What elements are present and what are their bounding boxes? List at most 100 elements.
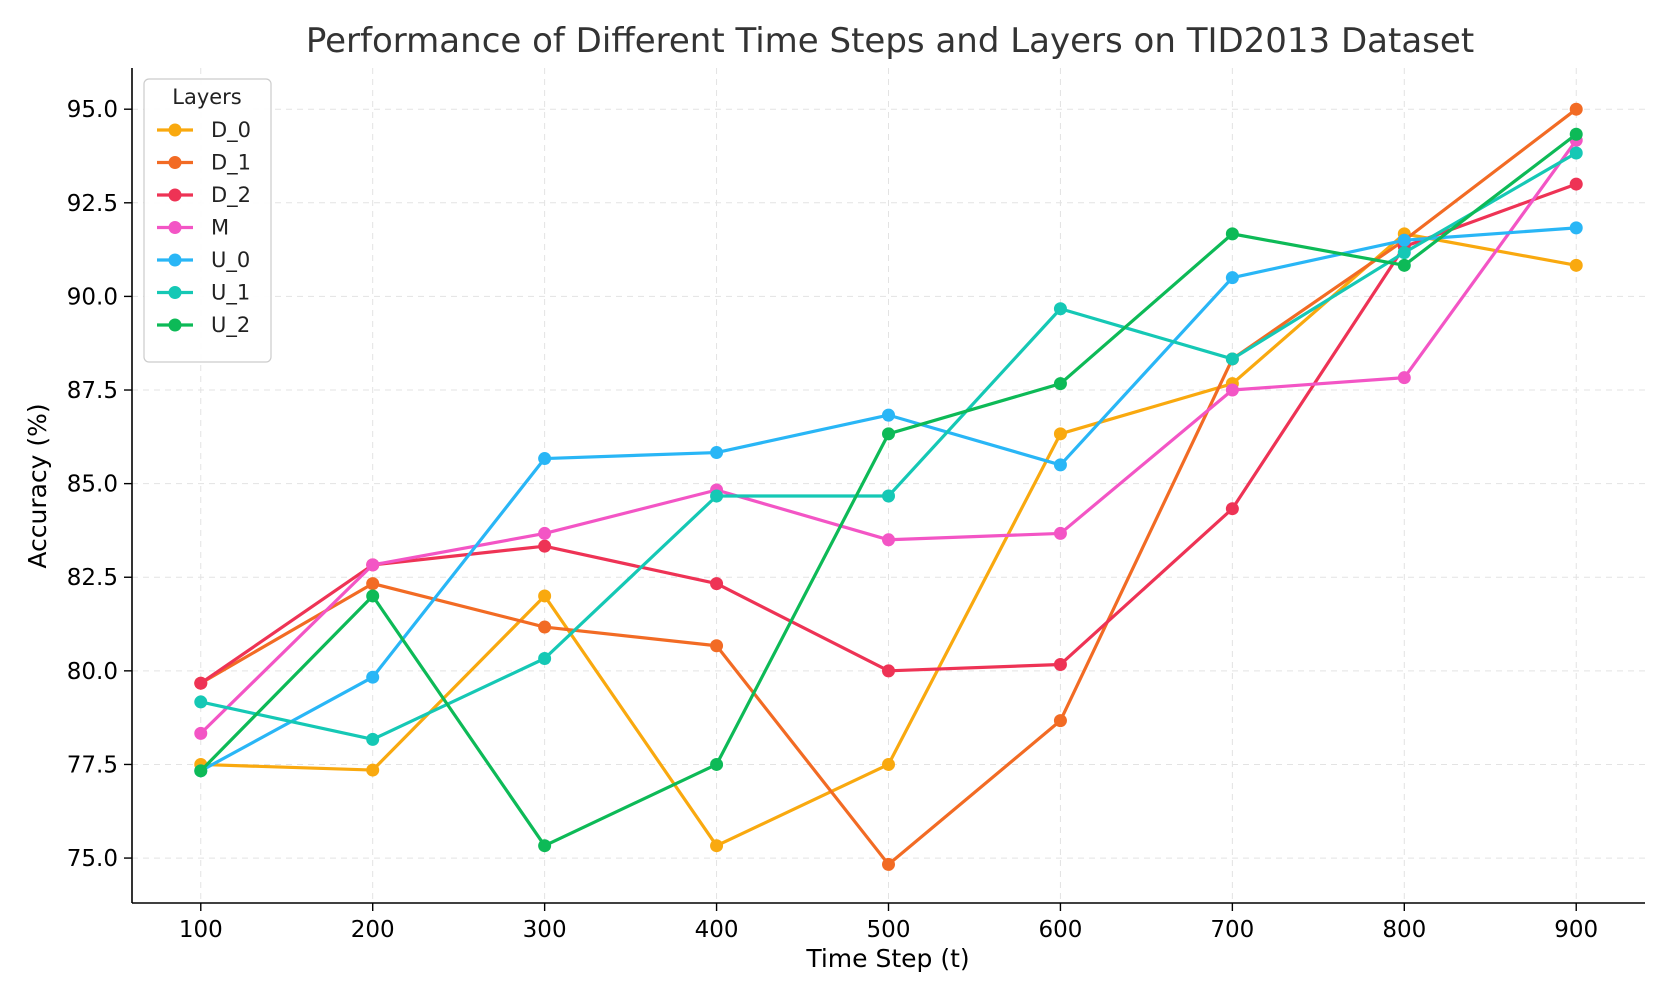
data-point-u_1-100 [194,695,208,709]
data-point-u_0-400 [710,446,724,460]
y-tick-label: 75.0 [67,846,118,872]
chart-title: Performance of Different Time Steps and … [306,21,1474,61]
data-point-m-200 [366,558,380,572]
data-point-d_1-900 [1569,102,1583,116]
y-tick-label: 92.5 [67,191,118,217]
legend-label: U_0 [211,248,250,273]
legend-swatch-marker [168,318,182,332]
data-point-m-700 [1225,383,1239,397]
y-axis-label: Accuracy (%) [23,403,52,568]
y-tick-label: 95.0 [67,97,118,123]
data-point-d_0-500 [882,757,895,771]
data-point-m-600 [1053,526,1067,540]
data-point-u_0-300 [538,452,552,466]
legend-swatch-marker [168,286,182,299]
data-point-d_2-400 [710,577,724,591]
legend-title: Layers [172,85,242,109]
x-tick-label: 900 [1554,917,1598,943]
data-point-m-800 [1397,371,1411,385]
x-tick-label: 100 [179,917,223,943]
x-axis-ticks: 100 200 300 400 500 600 700 800 900 [179,903,1598,943]
data-point-u_0-600 [1053,458,1067,472]
x-tick-label: 700 [1210,917,1254,943]
data-point-m-100 [194,726,208,740]
x-axis-label: Time Step (t) [805,944,969,973]
y-axis-ticks: 75.0 77.5 80.0 82.5 85.0 87.5 90.0 92.5 95.0 [67,97,132,872]
data-point-u_1-300 [538,651,552,665]
data-point-u_1-500 [882,489,895,503]
data-point-u_1-600 [1053,302,1067,316]
data-point-m-300 [538,526,552,540]
data-point-u_2-600 [1053,377,1067,391]
data-point-u_0-700 [1225,271,1239,285]
data-point-d_0-900 [1569,258,1583,272]
data-point-d_1-500 [882,857,895,871]
series-group [194,102,1583,871]
x-tick-label: 300 [523,917,567,943]
data-point-u_2-300 [538,839,552,853]
data-point-u_2-100 [194,764,208,778]
x-tick-label: 200 [351,917,395,943]
data-point-d_0-600 [1053,427,1067,441]
data-point-d_2-100 [194,676,208,690]
legend-label: D_0 [211,118,251,143]
legend-item-u_0: U_0 [157,248,250,273]
data-point-u_1-700 [1225,352,1239,366]
data-point-u_1-900 [1569,146,1583,160]
legend-swatch-marker [168,188,182,202]
y-tick-label: 77.5 [67,752,118,778]
y-tick-label: 87.5 [67,378,118,404]
y-tick-label: 85.0 [67,472,118,498]
x-tick-label: 800 [1382,917,1426,943]
data-point-d_0-400 [710,839,724,853]
data-point-d_1-400 [710,639,724,653]
legend-item-d_0: D_0 [157,118,251,143]
legend-label: U_2 [211,313,250,338]
data-point-u_0-900 [1569,221,1583,235]
data-point-u_2-900 [1569,127,1583,141]
data-point-u_2-400 [710,757,724,771]
grid [132,68,1645,903]
series-u_1 [194,146,1583,746]
data-point-d_2-900 [1569,177,1583,191]
data-point-u_2-500 [882,427,895,441]
legend-label: M [211,216,229,240]
legend-item-d_2: D_2 [157,183,251,208]
data-point-d_2-600 [1053,657,1067,671]
y-tick-label: 82.5 [67,565,118,591]
data-point-u_2-700 [1225,227,1239,241]
data-point-d_1-600 [1053,714,1067,728]
x-tick-label: 600 [1038,917,1082,943]
legend-item-m: M [157,216,229,240]
data-point-u_2-800 [1397,258,1411,272]
data-point-d_2-700 [1225,502,1239,516]
data-point-d_2-500 [882,664,895,678]
legend-swatch-marker [168,221,182,234]
data-point-m-500 [882,533,895,547]
data-point-u_0-800 [1397,233,1411,247]
x-tick-label: 400 [695,917,739,943]
data-point-d_1-300 [538,620,552,634]
series-u_2 [194,127,1583,853]
legend-label: D_1 [211,151,251,176]
data-point-d_2-300 [538,539,552,553]
y-tick-label: 90.0 [67,284,118,310]
data-point-d_1-200 [366,577,380,591]
legend-item-d_1: D_1 [157,151,251,176]
data-point-u_1-400 [710,489,724,503]
data-point-u_2-200 [366,589,380,603]
data-point-u_0-500 [882,408,895,422]
data-point-u_1-800 [1397,246,1411,260]
legend-label: D_2 [211,183,251,208]
data-point-d_0-200 [366,763,380,777]
legend-item-u_2: U_2 [157,313,250,338]
legend: Layers D_0 D_1 D_2 M U_0 U_1 U_2 [143,78,272,363]
legend-swatch-marker [168,156,182,169]
legend-box [143,78,272,363]
data-point-u_0-200 [366,670,380,684]
y-tick-label: 80.0 [67,659,118,685]
legend-swatch-marker [168,123,182,137]
data-point-u_1-200 [366,732,380,746]
data-point-d_0-300 [538,589,552,603]
